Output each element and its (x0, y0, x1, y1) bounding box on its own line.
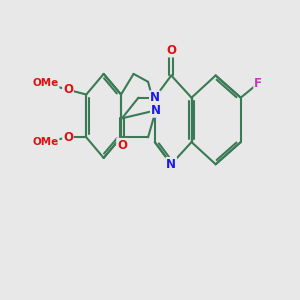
Text: O: O (117, 139, 127, 152)
Text: F: F (254, 77, 262, 90)
Text: O: O (63, 83, 73, 96)
Text: N: N (166, 158, 176, 171)
Text: N: N (150, 91, 160, 104)
Text: O: O (63, 131, 73, 144)
Text: N: N (151, 104, 161, 117)
Text: O: O (166, 44, 176, 57)
Text: OMe: OMe (33, 78, 59, 88)
Text: OMe: OMe (33, 137, 59, 147)
